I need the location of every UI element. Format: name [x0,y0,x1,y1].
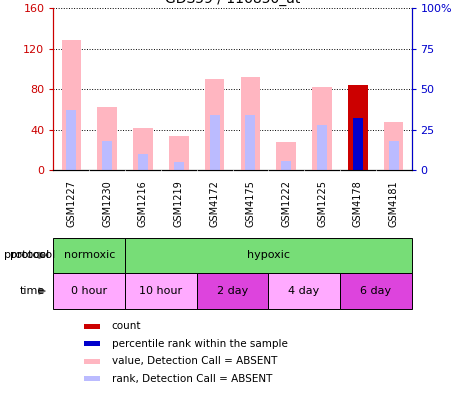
Text: protocol: protocol [10,250,55,261]
Bar [205,79,225,170]
Text: 2 day: 2 day [217,286,248,296]
Text: GSM1227: GSM1227 [66,181,76,227]
Bar [317,125,327,170]
Bar [84,341,100,346]
Bar [84,324,100,329]
Bar [61,40,81,170]
Bar [348,85,368,170]
Bar [125,273,197,309]
Bar [197,273,268,309]
Bar [340,273,412,309]
Bar [268,273,340,309]
Bar [84,359,100,364]
Bar [138,154,148,170]
Text: 4 day: 4 day [288,286,320,296]
Text: rank, Detection Call = ABSENT: rank, Detection Call = ABSENT [112,373,272,384]
Bar [210,115,219,170]
Text: time: time [20,286,45,296]
Bar [276,142,296,170]
Bar [240,77,260,170]
Bar [133,128,153,170]
Bar [53,273,125,309]
Text: GSM1222: GSM1222 [281,181,291,227]
Text: GSM4175: GSM4175 [246,181,255,227]
Text: protocol: protocol [4,250,49,261]
Bar [102,141,112,170]
Bar [384,122,404,170]
Title: GDS59 / 116850_at: GDS59 / 116850_at [165,0,300,6]
Bar [353,118,363,170]
Text: value, Detection Call = ABSENT: value, Detection Call = ABSENT [112,356,277,366]
Bar [312,87,332,170]
Bar [125,238,412,273]
Text: count: count [112,321,141,331]
Text: percentile rank within the sample: percentile rank within the sample [112,339,287,349]
Text: 6 day: 6 day [360,286,391,296]
Text: GSM1225: GSM1225 [317,181,327,227]
Text: hypoxic: hypoxic [247,250,290,261]
Text: 10 hour: 10 hour [140,286,182,296]
Text: GSM1219: GSM1219 [174,181,184,227]
Bar [66,110,76,170]
Text: GSM4181: GSM4181 [389,181,399,227]
Bar [389,141,399,170]
Bar [281,160,291,170]
Bar [53,238,125,273]
Text: GSM4178: GSM4178 [353,181,363,227]
Text: GSM4172: GSM4172 [210,181,219,227]
Text: normoxic: normoxic [64,250,115,261]
Bar [246,115,255,170]
Bar [174,162,184,170]
Bar [84,376,100,381]
Text: GSM1230: GSM1230 [102,181,112,227]
Text: GSM1216: GSM1216 [138,181,148,227]
Text: 0 hour: 0 hour [71,286,107,296]
Bar [97,107,117,170]
Bar [169,136,189,170]
